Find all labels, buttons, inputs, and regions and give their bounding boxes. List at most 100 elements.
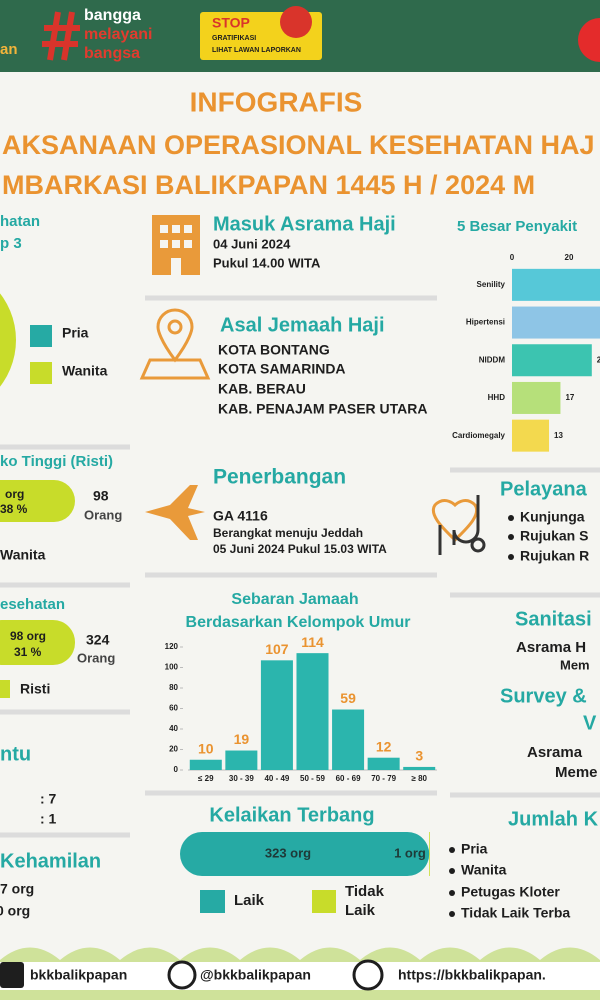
value-label: 1 org [394, 845, 426, 860]
bar [296, 653, 329, 770]
bullet [508, 534, 514, 540]
list-item: Pria [461, 841, 488, 857]
legend-label: Wanita [0, 547, 46, 563]
y-tick-label: NIDDM [479, 355, 506, 364]
logo-line: melayani [84, 26, 152, 43]
row-text: : 7 [40, 791, 57, 807]
list-item: Rujukan S [520, 528, 588, 544]
logo-line: bangga [84, 7, 141, 24]
badge-text: LIHAT LAWAN LAPORKAN [212, 47, 301, 54]
place: KAB. BERAU [218, 381, 306, 397]
row-text: 0 org [0, 903, 30, 919]
web-icon [352, 959, 384, 991]
section-heading: Masuk Asrama Haji [213, 213, 396, 235]
list-item: Rujukan R [520, 548, 589, 564]
pill-text: 98 org [10, 629, 46, 643]
footer-bar [0, 962, 600, 990]
bar [403, 766, 436, 770]
section-heading: V [583, 712, 597, 734]
x-tick-label: ≥ 80 [411, 774, 427, 783]
bullet [449, 868, 455, 874]
badge-text: GRATIFIKASI [212, 35, 256, 42]
legend-swatch [0, 680, 10, 698]
bar [189, 759, 222, 770]
y-tick-label: 80 [169, 683, 178, 692]
pill-text: org [5, 487, 24, 501]
y-tick-label: 60 [169, 704, 178, 713]
section-heading: Asal Jemaah Haji [220, 314, 385, 336]
pill [0, 480, 75, 522]
corner-logo [578, 18, 600, 62]
y-tick-label: 120 [165, 642, 179, 651]
legend-label: Risti [20, 681, 50, 697]
section-heading: ntu [0, 743, 31, 765]
y-tick-label: 40 [169, 724, 178, 733]
list-item: Petugas Kloter [461, 884, 560, 900]
y-tick-label: Hipertensi [466, 318, 505, 327]
building-icon [152, 215, 200, 275]
bar [225, 750, 258, 770]
bar [260, 660, 293, 770]
title-main: INFOGRAFIS [190, 86, 363, 117]
place: KOTA SAMARINDA [218, 361, 346, 377]
pie-slice [0, 293, 16, 387]
legend-label: Pria [62, 325, 89, 341]
legend-label: Tidak Laik [345, 883, 384, 919]
section-heading: Sanitasi [515, 608, 592, 630]
value-label: 323 org [265, 845, 311, 860]
value-label: 17 [565, 393, 574, 402]
detail: Asrama H [516, 639, 586, 656]
detail: Pukul 14.00 WITA [213, 255, 321, 270]
badge-title: STOP [212, 15, 250, 31]
y-tick-label: Cardiomegaly [452, 431, 505, 440]
chart-title: Sebaran Jamaah [231, 591, 358, 608]
bullet [449, 890, 455, 896]
pill-text: 38 % [0, 502, 28, 516]
header-edge-text: an [0, 41, 18, 58]
value-label: 28 [597, 355, 600, 364]
list-item: Kunjunga [520, 509, 585, 525]
value-label: 19 [234, 731, 250, 747]
y-tick-label: Senility [477, 280, 506, 289]
x-tick-label: 30 - 39 [229, 774, 254, 783]
title-line: MBARKASI BALIKPAPAN 1445 H / 2024 M [2, 170, 535, 200]
chart-title: 5 Besar Penyakit [457, 218, 577, 235]
legend-swatch [30, 362, 52, 384]
y-tick-label: 100 [165, 663, 179, 672]
legend-swatch [312, 890, 336, 913]
place: KOTA BONTANG [218, 342, 330, 358]
pill-text: 31 % [14, 645, 42, 659]
bar [512, 306, 600, 339]
section-heading: ko Tinggi (Risti) [0, 453, 113, 470]
value-label: 107 [265, 641, 289, 657]
pill [0, 620, 75, 665]
detail: GA 4116 [213, 508, 268, 524]
bar [512, 344, 592, 377]
instagram-icon [167, 960, 197, 990]
y-tick-label: 20 [169, 745, 178, 754]
count: 324 [86, 632, 110, 648]
detail: Berangkat menuju Jeddah [213, 526, 363, 540]
facebook-icon [0, 962, 24, 988]
plane-icon [145, 485, 205, 540]
list-item: Tidak Laik Terba [461, 905, 570, 921]
value-label: 114 [301, 634, 324, 650]
count-unit: Orang [77, 650, 115, 665]
section-heading: p 3 [0, 235, 22, 252]
bar-segment [180, 832, 430, 876]
value-label: 13 [554, 431, 563, 440]
place: KAB. PENAJAM PASER UTARA [218, 401, 428, 417]
x-tick-label: 20 [565, 253, 574, 262]
section-heading: esehatan [0, 596, 65, 613]
x-tick-label: 70 - 79 [371, 774, 396, 783]
legend-label: Wanita [62, 363, 108, 379]
bullet [449, 911, 455, 917]
hashtag-logo [42, 11, 80, 61]
bar [512, 381, 561, 414]
chart-title: Berdasarkan Kelompok Umur [186, 614, 411, 631]
bullet [508, 515, 514, 521]
x-tick-label: ≤ 29 [198, 774, 214, 783]
bar-segment [429, 832, 430, 876]
x-tick-label: 0 [510, 253, 515, 262]
bullet [508, 554, 514, 560]
